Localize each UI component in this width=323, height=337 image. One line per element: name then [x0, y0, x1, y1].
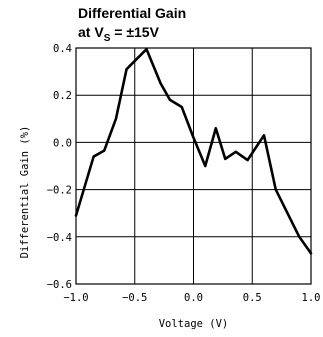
y-tick-label-3: −0.2	[47, 185, 72, 197]
chart-title-line2: at VS = ±15V	[78, 24, 160, 44]
y-tick-label-5: −0.6	[47, 279, 72, 291]
x-tick-label-1: −0.5	[122, 292, 147, 304]
x-axis-label: Voltage (V)	[159, 318, 229, 330]
grid	[76, 48, 311, 284]
y-tick-label-4: −0.4	[47, 232, 72, 244]
y-tick-labels: 0.4 0.2 0.0 −0.2 −0.4 −0.6	[47, 43, 72, 291]
plot-frame	[75, 47, 312, 285]
plot-border	[75, 47, 312, 285]
chart-title-subscript: S	[104, 33, 111, 44]
y-tick-label-1: 0.2	[53, 90, 72, 102]
series-layer	[74, 47, 313, 255]
x-tick-label-2: 0.0	[184, 292, 203, 304]
y-tick-label-2: 0.0	[53, 137, 72, 149]
x-tick-label-3: 0.5	[243, 292, 262, 304]
series-line-0	[74, 47, 313, 255]
y-tick-label-0: 0.4	[53, 43, 72, 55]
chart-title-line1: Differential Gain	[78, 5, 186, 21]
x-tick-labels: −1.0 −0.5 0.0 0.5 1.0	[63, 292, 320, 304]
chart-title-prefix: at V	[78, 24, 104, 40]
chart-title-suffix: = ±15V	[110, 24, 159, 40]
y-axis-label: Differential Gain (%)	[19, 126, 31, 259]
x-tick-label-0: −1.0	[63, 292, 88, 304]
x-tick-label-4: 1.0	[302, 292, 321, 304]
